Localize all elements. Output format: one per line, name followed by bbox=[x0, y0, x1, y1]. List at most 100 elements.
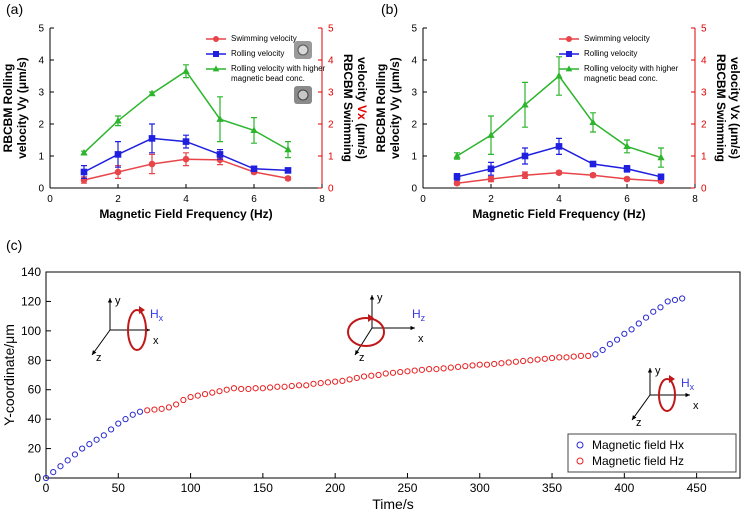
legend: Swimming velocity Rolling velocity Rolling… bbox=[558, 34, 702, 89]
marker bbox=[487, 131, 495, 138]
y-tick-label: 0 bbox=[38, 184, 44, 195]
y2-tick-label: 5 bbox=[701, 24, 707, 35]
y2-tick-label: 4 bbox=[701, 56, 707, 67]
data-point bbox=[129, 411, 136, 418]
y2-tick-label: 5 bbox=[328, 24, 334, 35]
diagram-label: z bbox=[636, 417, 642, 429]
field-arrowhead bbox=[139, 306, 145, 314]
data-point bbox=[505, 359, 512, 366]
data-point bbox=[79, 445, 86, 452]
bead-photo-cell bbox=[297, 44, 309, 56]
legend-label: Rolling velocity bbox=[231, 49, 285, 58]
marker bbox=[80, 148, 88, 156]
x-tick-label: 200 bbox=[325, 481, 345, 495]
data-point bbox=[339, 377, 346, 384]
legend-icon bbox=[206, 51, 226, 57]
y2-axis-label: RBCBM Swimming bbox=[341, 54, 355, 162]
legend-entry: Swimming velocity bbox=[205, 34, 349, 44]
y2-axis-label: velocity Vx (μm/s) bbox=[355, 57, 369, 159]
y-tick-label: 2 bbox=[411, 120, 417, 131]
x-tick-label: 100 bbox=[181, 481, 201, 495]
data-point bbox=[274, 383, 281, 390]
diagram-arrowhead bbox=[355, 350, 360, 355]
data-point bbox=[447, 364, 454, 371]
data-point bbox=[136, 408, 144, 415]
marker bbox=[623, 175, 631, 183]
diagram-axis bbox=[91, 329, 111, 356]
data-point bbox=[628, 326, 635, 333]
data-point bbox=[259, 385, 266, 392]
legend-entry: Rolling velocity with higher magnetic be… bbox=[558, 64, 702, 84]
y2-tick-label: 3 bbox=[701, 88, 707, 99]
data-point bbox=[346, 376, 353, 383]
marker bbox=[212, 65, 220, 72]
field-symbol: H bbox=[150, 307, 159, 321]
x-tick-label: 0 bbox=[43, 481, 50, 495]
x-tick-label: 4 bbox=[183, 194, 189, 205]
data-point bbox=[527, 357, 534, 364]
legend-label: Swimming velocity bbox=[584, 34, 650, 43]
x-tick-label: 250 bbox=[397, 481, 417, 495]
y2-tick-label: 3 bbox=[328, 88, 334, 99]
legend-icon bbox=[559, 65, 579, 72]
marker bbox=[589, 171, 597, 179]
diagram-axis bbox=[354, 327, 373, 356]
y-axis-label: RBCBM Rolling bbox=[374, 64, 388, 153]
marker bbox=[453, 179, 461, 187]
x-axis-label: Time/s bbox=[372, 496, 413, 512]
panel-label: (c) bbox=[6, 237, 22, 253]
data-point bbox=[375, 371, 382, 379]
y2-tick-label: 4 bbox=[328, 56, 334, 67]
data-point bbox=[50, 469, 57, 476]
data-point bbox=[71, 451, 79, 458]
marker bbox=[555, 72, 563, 79]
field-label: Hz bbox=[412, 307, 426, 323]
marker bbox=[521, 152, 529, 160]
data-point bbox=[42, 474, 50, 482]
y-tick-label: 0 bbox=[34, 471, 41, 485]
y-tick-label: 3 bbox=[38, 88, 44, 99]
data-point bbox=[245, 385, 252, 393]
legend-entry: Swimming velocity bbox=[558, 34, 702, 44]
data-point bbox=[86, 441, 93, 448]
diagram-arrowhead bbox=[107, 298, 113, 303]
marker bbox=[589, 118, 597, 126]
x-tick-label: 6 bbox=[251, 194, 257, 205]
data-point bbox=[411, 367, 418, 374]
data-point bbox=[368, 372, 375, 379]
legend-entry: Rolling velocity with higher magnetic be… bbox=[205, 64, 349, 84]
legend-label: Rolling velocity bbox=[584, 49, 638, 58]
data-point bbox=[187, 393, 194, 401]
y-tick-label: 100 bbox=[21, 324, 41, 338]
data-point bbox=[360, 373, 368, 380]
data-point bbox=[650, 308, 657, 315]
data-point bbox=[462, 363, 469, 370]
marker bbox=[453, 173, 461, 181]
data-point bbox=[614, 336, 621, 343]
data-point bbox=[635, 320, 642, 327]
y-axis-label: velocity Vy (μm/s) bbox=[388, 57, 402, 159]
marker bbox=[453, 152, 461, 159]
data-point bbox=[599, 346, 606, 354]
legend-icon bbox=[559, 51, 579, 57]
data-point bbox=[570, 353, 577, 360]
data-point bbox=[606, 341, 613, 348]
data-point bbox=[433, 366, 440, 373]
diagram-label: y bbox=[115, 295, 121, 307]
data-point bbox=[671, 296, 679, 304]
data-point bbox=[657, 304, 664, 311]
panel-label: (a) bbox=[6, 1, 23, 17]
data-point bbox=[122, 416, 129, 423]
data-point bbox=[295, 382, 303, 389]
diagram-label: z bbox=[96, 352, 102, 364]
data-point bbox=[173, 401, 180, 408]
marker bbox=[623, 142, 631, 150]
legend-entry: Rolling velocity bbox=[558, 49, 702, 59]
diagram-arrowhead bbox=[632, 415, 637, 420]
y-axis-label: velocity Vy (μm/s) bbox=[15, 57, 29, 159]
diagram-arrowhead bbox=[369, 295, 375, 300]
y2-axis-label: RBCBM Swimming bbox=[714, 54, 728, 162]
y2-axis-label-part: (μm/s) bbox=[355, 120, 369, 159]
data-point bbox=[563, 354, 570, 361]
y2-tick-label: 2 bbox=[701, 120, 707, 131]
